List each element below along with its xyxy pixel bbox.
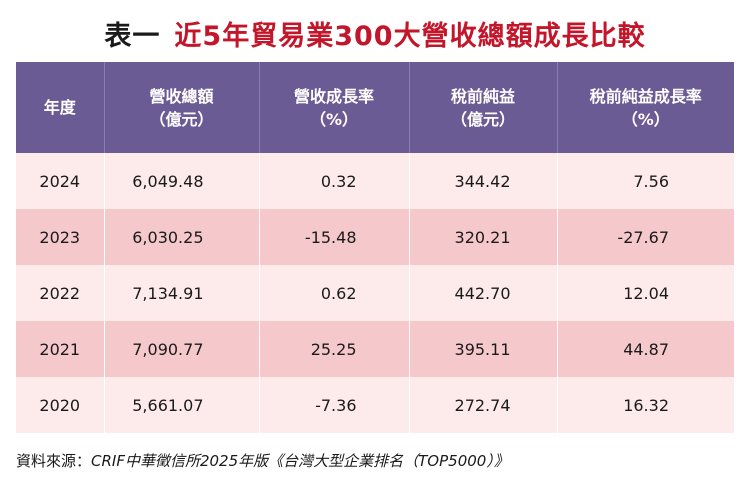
header-row: 年度 營收總額 （億元） 營收成長率 （%） 稅前純益 （億元） 稅前純益成長率…	[16, 62, 734, 153]
table-row: 2020 5,661.07 -7.36 272.74 16.32	[16, 377, 734, 433]
table-header: 年度 營收總額 （億元） 營收成長率 （%） 稅前純益 （億元） 稅前純益成長率…	[16, 62, 734, 153]
cell-pretax-profit: 344.42	[408, 153, 557, 209]
cell-revenue-growth: -7.36	[258, 377, 409, 433]
cell-year: 2021	[39, 339, 81, 359]
table-row: 2021 7,090.77 25.25 395.11 44.87	[16, 321, 734, 377]
header-revenue: 營收總額 （億元）	[103, 62, 259, 153]
cell-year: 2023	[39, 227, 81, 247]
table-row: 2024 6,049.48 0.32 344.42 7.56	[16, 153, 734, 209]
source-label: 資料來源：	[16, 452, 92, 470]
cell-revenue: 5,661.07	[103, 377, 259, 433]
cell-year: 2022	[39, 283, 81, 303]
header-pretax-profit: 稅前純益 （億元）	[408, 62, 557, 153]
cell-revenue-growth: 25.25	[258, 321, 409, 377]
cell-profit-growth: 7.56	[556, 153, 734, 209]
cell-year: 2024	[39, 171, 81, 191]
cell-profit-growth: 44.87	[556, 321, 734, 377]
cell-revenue-growth: 0.32	[258, 153, 409, 209]
source-text: CRIF中華徵信所2025年版《台灣大型企業排名（TOP5000）》	[91, 452, 509, 470]
header-year: 年度	[43, 98, 76, 117]
table-number-label: 表一	[104, 21, 161, 52]
cell-revenue-growth: 0.62	[258, 265, 409, 321]
header-revenue-growth: 營收成長率 （%）	[258, 62, 409, 153]
cell-pretax-profit: 395.11	[408, 321, 557, 377]
cell-year: 2020	[39, 395, 81, 415]
table-row: 2023 6,030.25 -15.48 320.21 -27.67	[16, 209, 734, 265]
cell-revenue: 6,049.48	[103, 153, 259, 209]
cell-revenue-growth: -15.48	[258, 209, 409, 265]
cell-pretax-profit: 272.74	[408, 377, 557, 433]
table-title: 近5年貿易業300大營收總額成長比較	[174, 21, 646, 52]
cell-revenue: 7,134.91	[103, 265, 259, 321]
table-body: 2024 6,049.48 0.32 344.42 7.56 2023 6,03…	[16, 153, 734, 433]
cell-revenue: 6,030.25	[103, 209, 259, 265]
data-table: 年度 營收總額 （億元） 營收成長率 （%） 稅前純益 （億元） 稅前純益成長率…	[16, 62, 734, 433]
cell-profit-growth: 12.04	[556, 265, 734, 321]
cell-pretax-profit: 442.70	[408, 265, 557, 321]
source-note: 資料來源：CRIF中華徵信所2025年版《台灣大型企業排名（TOP5000）》	[16, 450, 509, 471]
header-profit-growth: 稅前純益成長率 （%）	[556, 62, 734, 153]
cell-profit-growth: 16.32	[556, 377, 734, 433]
table-row: 2022 7,134.91 0.62 442.70 12.04	[16, 265, 734, 321]
cell-profit-growth: -27.67	[556, 209, 734, 265]
cell-revenue: 7,090.77	[103, 321, 259, 377]
cell-pretax-profit: 320.21	[408, 209, 557, 265]
page-title: 表一 近5年貿易業300大營收總額成長比較	[0, 14, 750, 53]
